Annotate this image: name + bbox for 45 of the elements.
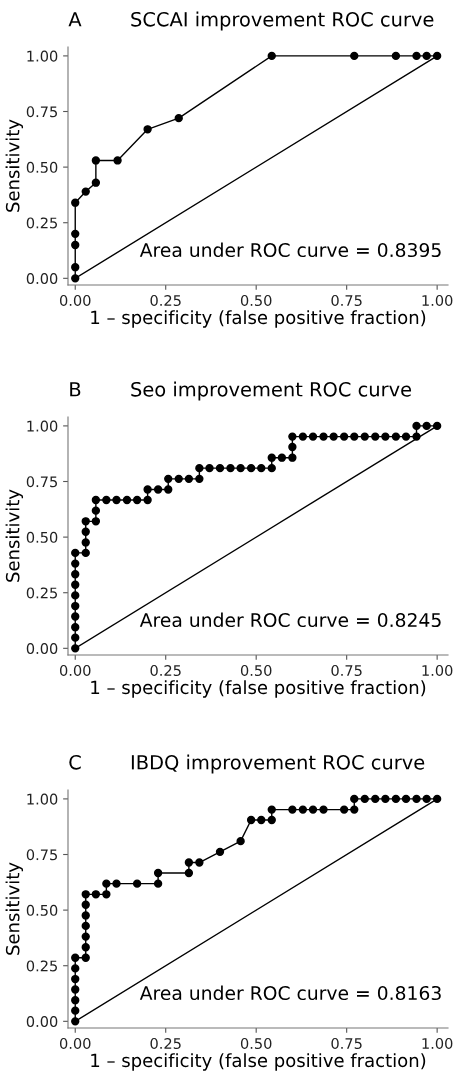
x-tick-label: 0.75 [331,664,362,677]
x-tick-label: 0.75 [331,294,362,307]
x-tick-label: 1.00 [422,294,453,307]
y-tick-label: 0.75 [26,476,57,488]
annotation: Area under ROC curve = 0.8395 [139,242,441,258]
x-tick-label: 1.00 [422,664,453,677]
x-axis-title: 1 – specificity (false positive fraction) [91,1053,426,1071]
x-tick-label: 0.00 [59,664,91,677]
y-tick-label: 0.50 [26,904,58,916]
x-tick-label: 0.75 [331,1037,362,1050]
x-tick-label: 0.25 [150,664,181,677]
x-tick-label: 0.50 [240,294,272,307]
x-axis-title: 1 – specificity (false positive fraction) [91,310,426,328]
x-tick-label: 1.00 [422,1037,453,1050]
y-axis-title: Sensitivity [5,119,24,212]
y-tick-label: 1.00 [27,420,58,432]
y-tick-label: 0.75 [26,849,57,861]
x-tick-label: 0.50 [240,1037,272,1050]
y-axis-title: Sensitivity [5,489,24,582]
x-tick-label: 0.25 [150,1037,181,1050]
annotation: Area under ROC curve = 0.8163 [139,985,441,1001]
y-tick-label: 1.00 [27,50,58,62]
text: C [69,754,81,770]
y-tick-label: 0.50 [26,161,58,173]
y-tick-label: 0.50 [26,531,58,543]
y-tick-label: 1.00 [27,793,58,805]
x-tick-label: 0.00 [59,294,91,307]
text: B [70,382,81,397]
y-tick-label: 0.25 [26,960,57,972]
y-tick-label: 0.25 [26,217,57,229]
x-axis-title: 1 – specificity (false positive fraction) [91,680,426,698]
chart-title: IBDQ improvement ROC curve [131,754,425,774]
y-tick-label: 0.75 [26,106,57,118]
y-tick-label: 0.00 [26,1016,58,1028]
text: A [68,12,82,27]
chart-title: Seo improvement ROC curve [131,381,412,401]
y-axis-title: Sensitivity [5,862,24,955]
annotation: Area under ROC curve = 0.8245 [139,612,441,628]
y-tick-label: 0.00 [26,643,58,655]
x-tick-label: 0.50 [240,664,272,677]
x-tick-label: 0.00 [59,1037,91,1050]
x-tick-label: 0.25 [150,294,181,307]
y-tick-label: 0.25 [26,587,57,599]
y-tick-label: 0.00 [26,273,58,285]
chart-title: SCCAI improvement ROC curve [131,11,434,31]
